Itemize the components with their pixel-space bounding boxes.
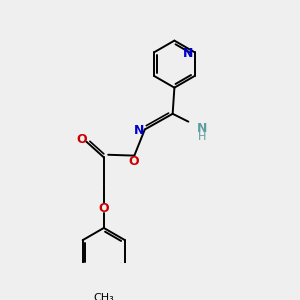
Text: H: H <box>198 132 206 142</box>
Text: CH₃: CH₃ <box>93 293 114 300</box>
Text: N: N <box>134 124 144 137</box>
Text: N: N <box>183 47 193 60</box>
Text: O: O <box>77 133 87 146</box>
Text: N: N <box>197 122 208 135</box>
Text: O: O <box>98 202 109 215</box>
Text: O: O <box>128 155 139 168</box>
